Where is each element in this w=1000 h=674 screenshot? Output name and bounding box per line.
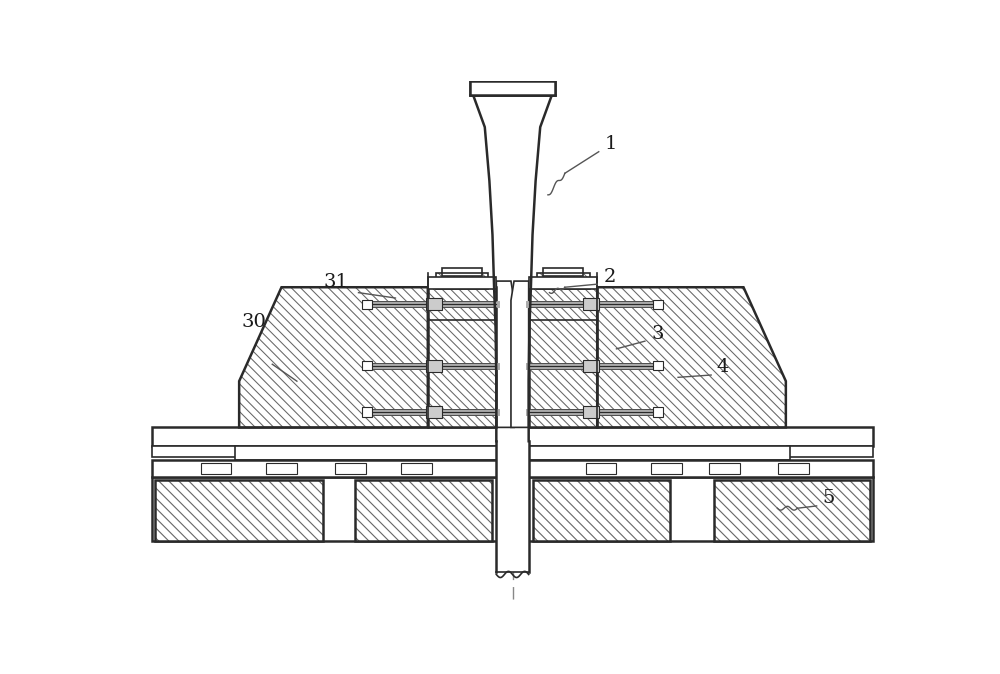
Polygon shape: [239, 287, 428, 427]
Bar: [442, 268, 482, 276]
Bar: [653, 407, 663, 417]
Polygon shape: [472, 93, 553, 441]
Polygon shape: [529, 287, 597, 427]
Bar: [653, 361, 663, 371]
Bar: [152, 477, 873, 541]
Bar: [496, 441, 529, 572]
Polygon shape: [597, 287, 786, 427]
Polygon shape: [533, 480, 670, 541]
Bar: [529, 277, 597, 288]
Text: 31: 31: [324, 273, 349, 291]
Bar: [583, 298, 599, 310]
Bar: [787, 446, 873, 458]
Bar: [152, 427, 873, 446]
Polygon shape: [155, 480, 323, 541]
Polygon shape: [714, 480, 870, 541]
Polygon shape: [436, 274, 488, 288]
Text: 3: 3: [651, 325, 664, 343]
Bar: [335, 463, 366, 474]
Polygon shape: [355, 480, 492, 541]
Bar: [470, 81, 555, 95]
Bar: [470, 81, 555, 95]
Bar: [583, 360, 599, 372]
Bar: [426, 360, 442, 372]
Bar: [653, 299, 663, 309]
Polygon shape: [537, 274, 590, 288]
Polygon shape: [537, 274, 590, 288]
Polygon shape: [511, 281, 529, 427]
Text: 2: 2: [603, 268, 616, 286]
Bar: [362, 407, 372, 417]
Bar: [778, 463, 809, 474]
Bar: [426, 298, 442, 310]
Polygon shape: [714, 480, 870, 541]
Text: 1: 1: [605, 135, 617, 152]
Bar: [152, 446, 238, 458]
Polygon shape: [597, 287, 786, 427]
Polygon shape: [428, 287, 496, 427]
Polygon shape: [529, 287, 597, 427]
Text: 30: 30: [241, 313, 266, 332]
Bar: [201, 463, 231, 474]
Polygon shape: [428, 287, 496, 427]
Bar: [583, 406, 599, 418]
Bar: [362, 299, 372, 309]
Text: 4: 4: [717, 358, 729, 376]
Bar: [426, 406, 442, 418]
Polygon shape: [355, 480, 492, 541]
Polygon shape: [533, 480, 670, 541]
Bar: [651, 463, 682, 474]
Text: 5: 5: [823, 489, 835, 507]
Bar: [152, 460, 873, 477]
Bar: [235, 446, 790, 460]
Bar: [586, 463, 616, 474]
Polygon shape: [239, 287, 428, 427]
Bar: [543, 268, 583, 276]
Polygon shape: [496, 281, 514, 427]
Bar: [362, 361, 372, 371]
Polygon shape: [436, 274, 488, 288]
Bar: [709, 463, 740, 474]
Polygon shape: [155, 480, 323, 541]
Bar: [401, 463, 432, 474]
Bar: [428, 277, 496, 288]
Bar: [266, 463, 297, 474]
